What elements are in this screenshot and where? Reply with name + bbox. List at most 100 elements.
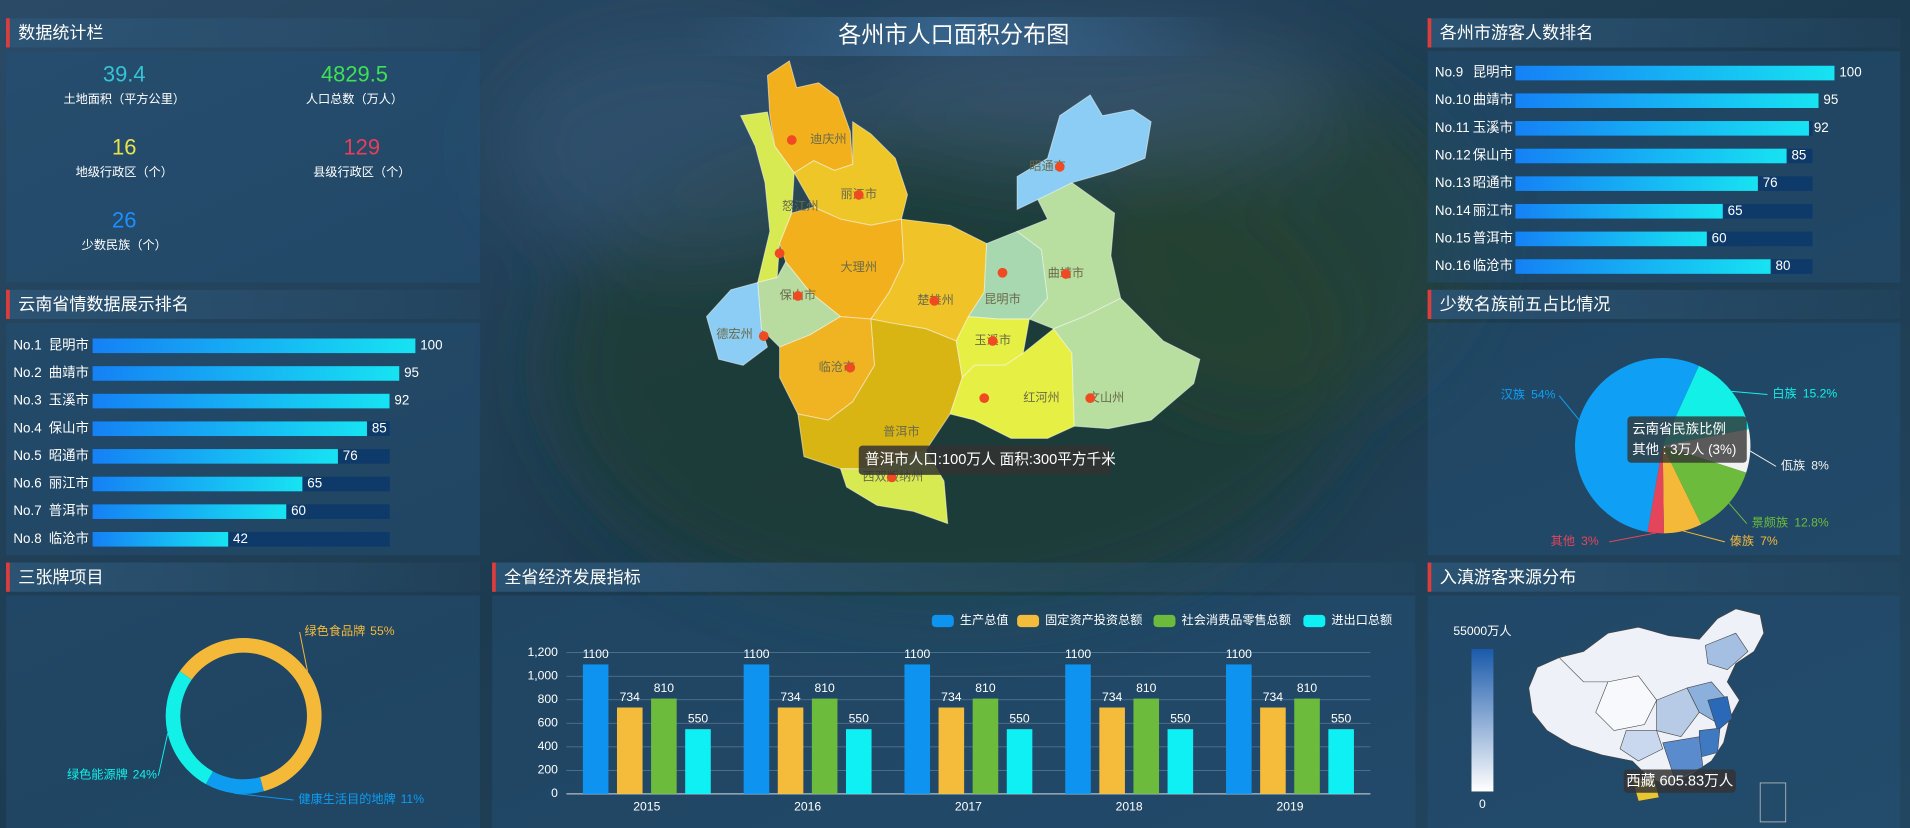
value-label: 810	[815, 681, 836, 695]
visual-map-min: 0	[1479, 797, 1486, 811]
region-dot	[979, 393, 990, 404]
bar	[743, 664, 770, 794]
value-label: 1100	[743, 647, 769, 661]
slice-label: 景颇族 12.8%	[1752, 515, 1829, 530]
region-dot	[774, 248, 785, 259]
panel-header-marker	[1427, 289, 1432, 320]
rank-label: No.1	[13, 337, 41, 352]
y-tick-label: 800	[538, 692, 559, 706]
category-label: 昆明市	[49, 336, 89, 352]
region-dot	[792, 291, 803, 301]
province	[1619, 730, 1664, 762]
category-label: 临沧市	[49, 530, 89, 546]
province	[1705, 632, 1749, 671]
value-label: 100	[420, 337, 442, 352]
rank-label: No.16	[1435, 258, 1471, 273]
bar	[811, 698, 838, 794]
panel-header-marker	[6, 562, 10, 592]
y-tick-label: 200	[538, 763, 559, 777]
border-line	[1558, 657, 1608, 683]
stat-label: 人口总数（万人）	[306, 91, 403, 106]
category-label: 玉溪市	[49, 392, 89, 408]
category-label: 昭通市	[49, 447, 89, 463]
region-label: 临沧市	[819, 359, 855, 374]
stat-label: 地级行政区（个）	[76, 165, 173, 179]
province	[1656, 687, 1700, 738]
panel-title: 三张牌项目	[18, 568, 103, 587]
legend-swatch	[1017, 614, 1040, 628]
panel-header-marker	[6, 289, 10, 320]
category-label: 普洱市	[1473, 229, 1513, 245]
panel-title: 少数名族前五占比情况	[1440, 295, 1611, 314]
donut-slice	[205, 771, 264, 794]
value-label: 550	[849, 712, 870, 726]
value-label: 60	[1712, 230, 1727, 245]
panel-header	[1427, 18, 1901, 48]
bar	[92, 476, 303, 492]
category-label: 玉溪市	[1473, 119, 1513, 135]
map-tooltip-text: 西藏 605.83万人	[1626, 773, 1734, 790]
bar	[1226, 664, 1252, 794]
panel-title: 云南省情数据展示排名	[18, 295, 189, 314]
bar	[92, 531, 229, 547]
south-sea-box	[1759, 782, 1787, 823]
region-label: 德宏州	[716, 326, 752, 341]
slice-value: 55%	[370, 624, 395, 638]
pie-slice	[1662, 445, 1747, 525]
value-label: 1100	[1226, 647, 1252, 661]
bar	[1099, 707, 1125, 794]
slice-value: 54%	[1531, 388, 1556, 402]
visual-map-max: 55000万人	[1453, 624, 1511, 638]
region-label: 大理州	[841, 260, 877, 274]
value-label: 810	[975, 681, 996, 695]
rank-label: No.8	[13, 531, 41, 546]
value-label: 1100	[1065, 647, 1091, 661]
slice-label: 汉族 54%	[1501, 388, 1556, 402]
legend-label: 社会消费品零售总额	[1182, 612, 1291, 627]
value-label: 100	[1839, 65, 1861, 80]
bar	[1294, 698, 1320, 794]
bar	[1328, 729, 1354, 794]
panel-header	[6, 562, 480, 592]
bar	[92, 421, 367, 437]
panel-title: 入滇游客来源分布	[1440, 568, 1576, 587]
region-dot	[1060, 269, 1071, 279]
stat-value: 129	[343, 134, 380, 159]
legend-swatch	[931, 614, 954, 628]
bar	[92, 366, 400, 381]
value-label: 550	[1170, 712, 1191, 726]
legend-label: 进出口总额	[1331, 613, 1392, 627]
category-label: 曲靖市	[49, 364, 89, 380]
slice-name: 傣族	[1730, 534, 1754, 548]
value-label: 550	[688, 712, 709, 726]
slice-value: 24%	[133, 768, 158, 782]
leader-line	[234, 792, 294, 801]
stat-value: 26	[112, 207, 136, 232]
leader-line	[1609, 532, 1656, 543]
y-tick-label: 0	[551, 786, 558, 800]
rank-label: No.11	[1435, 120, 1470, 135]
value-label: 92	[1814, 120, 1829, 135]
bar	[1515, 203, 1723, 219]
slice-value: 7%	[1760, 534, 1778, 548]
value-label: 92	[394, 393, 409, 408]
panel-title: 各州市游客人数排名	[1440, 24, 1593, 43]
region-label: 怒江州	[782, 198, 818, 213]
bar	[1515, 259, 1771, 274]
bar	[92, 449, 338, 464]
slice-name: 汉族	[1501, 388, 1525, 402]
x-tick-label: 2017	[955, 800, 982, 814]
value-label: 810	[1136, 681, 1157, 695]
bar	[685, 729, 711, 794]
rank-label: No.9	[1435, 65, 1463, 80]
panel-title: 全省经济发展指标	[504, 568, 640, 587]
leader-line	[1731, 390, 1768, 396]
slice-label: 白族 15.2%	[1772, 386, 1837, 401]
bar	[1515, 93, 1819, 109]
category-label: 昭通市	[1473, 174, 1513, 190]
value-label: 95	[404, 365, 419, 380]
region-dot	[997, 267, 1008, 278]
slice-name: 其他	[1551, 534, 1575, 548]
slice-label: 傣族 7%	[1730, 534, 1778, 548]
